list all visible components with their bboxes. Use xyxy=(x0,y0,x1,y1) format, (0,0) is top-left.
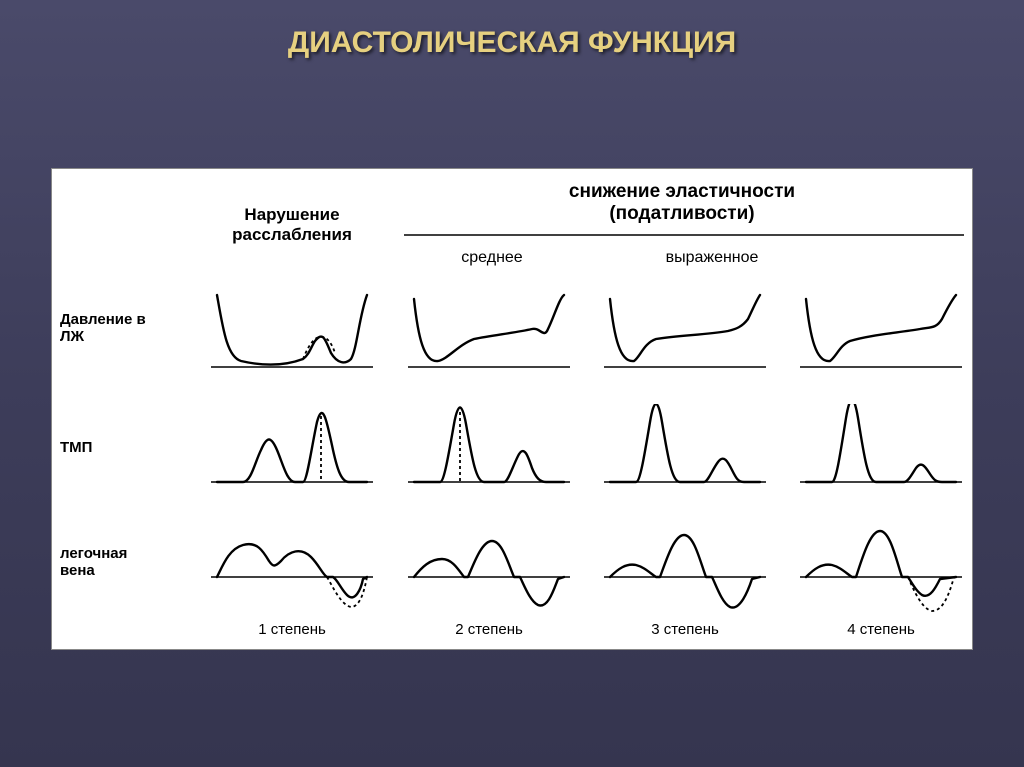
row-pressure-cell-3 xyxy=(600,289,770,393)
slide-title: ДИАСТОЛИЧЕСКАЯ ФУНКЦИЯ xyxy=(0,0,1024,60)
col-footer-1: 1 степень xyxy=(207,621,377,638)
col-footer-3: 3 степень xyxy=(600,621,770,638)
row-pressure-cell-4 xyxy=(796,289,966,393)
row-pulm-l1: легочная xyxy=(60,545,127,562)
row-tmp-cell-3 xyxy=(600,404,770,508)
row-pulm-label: легочная вена xyxy=(60,545,127,579)
row-pressure-l1: Давление в xyxy=(60,311,146,328)
row-pulm-cell-1 xyxy=(207,519,377,623)
row-pulm-cell-4 xyxy=(796,519,966,623)
group-header: снижение эластичности (податливости) xyxy=(432,181,932,225)
group-header-l2: (податливости) xyxy=(432,203,932,225)
row-pulm-cell-2 xyxy=(404,519,574,623)
row-tmp-cell-2 xyxy=(404,404,574,508)
col-footer-4: 4 степень xyxy=(796,621,966,638)
row-tmp-cell-1 xyxy=(207,404,377,508)
row-tmp-cell-4 xyxy=(796,404,966,508)
col1-header-l2: расслабления xyxy=(207,225,377,245)
row-pressure-label: Давление в ЛЖ xyxy=(60,311,146,345)
sub-mid-label: среднее xyxy=(412,249,572,267)
row-tmp-label: ТМП xyxy=(60,439,92,456)
row-pressure-cell-1 xyxy=(207,289,377,393)
row-pulm-cell-3 xyxy=(600,519,770,623)
slide: ДИАСТОЛИЧЕСКАЯ ФУНКЦИЯ Нарушение расслаб… xyxy=(0,0,1024,767)
group-header-l1: снижение эластичности xyxy=(432,181,932,203)
row-pulm-l2: вена xyxy=(60,562,127,579)
group-rule xyxy=(404,233,964,239)
diagram-panel: Нарушение расслабления снижение эластичн… xyxy=(51,168,973,650)
row-pressure-l2: ЛЖ xyxy=(60,328,146,345)
sub-sev-label: выраженное xyxy=(612,249,812,267)
row-pressure-cell-2 xyxy=(404,289,574,393)
col-footer-2: 2 степень xyxy=(404,621,574,638)
col1-header-l1: Нарушение xyxy=(207,205,377,225)
col1-header: Нарушение расслабления xyxy=(207,205,377,245)
